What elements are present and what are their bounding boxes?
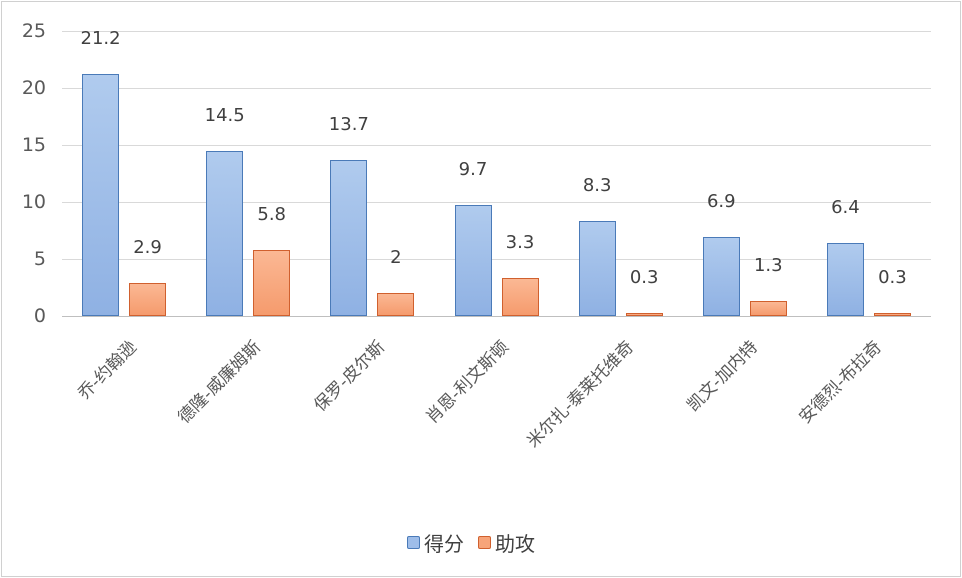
plot-area: 21.2 2.9 14.5 5.8 13.7 2 9.7 3.3 8.3 0.3 6.9 1.3 6.4… (62, 28, 931, 317)
data-label: 8.3 (582, 175, 612, 197)
data-label: 2 (390, 247, 402, 269)
data-label: 21.2 (80, 28, 121, 50)
y-tick-label: 15 (21, 134, 46, 156)
bar-assist (253, 249, 291, 316)
gridline (62, 259, 931, 260)
bar-score (82, 74, 120, 316)
data-label: 14.5 (204, 104, 245, 126)
data-label: 0.3 (629, 266, 659, 288)
y-tick-label: 10 (21, 191, 46, 213)
legend-item-assist: 助攻 (478, 528, 535, 557)
data-label: 2.9 (133, 236, 162, 258)
data-label: 13.7 (328, 113, 369, 135)
bar-score (330, 159, 368, 316)
bar-assist (377, 293, 415, 316)
legend-label: 助攻 (495, 532, 535, 556)
data-label: 9.7 (458, 159, 488, 181)
data-label: 5.8 (257, 203, 287, 225)
bar-assist (749, 301, 787, 316)
y-tick-label: 25 (21, 20, 46, 42)
bar-assist (625, 312, 663, 316)
bar-score (454, 205, 492, 316)
y-tick-label: 20 (21, 77, 46, 99)
gridline (62, 202, 931, 203)
bar-assist (873, 312, 911, 316)
y-tick-label: 5 (33, 248, 46, 270)
bar-assist (501, 278, 539, 316)
data-label: 1.3 (753, 255, 783, 277)
bar-assist (129, 282, 167, 316)
gridline (62, 145, 931, 146)
legend-label: 得分 (424, 532, 464, 556)
data-label: 3.3 (505, 232, 535, 254)
bar-score (702, 237, 740, 316)
gridline (62, 88, 931, 89)
legend-item-score: 得分 (407, 528, 464, 557)
gridline (62, 316, 931, 317)
legend-swatch-blue (407, 536, 420, 549)
bar-score (578, 221, 616, 316)
legend-swatch-orange (478, 536, 491, 549)
data-label: 6.9 (706, 191, 736, 213)
bar-score (826, 243, 864, 316)
legend: 得分 助攻 (407, 528, 549, 557)
bar-score (206, 150, 244, 316)
gridline (62, 31, 931, 32)
y-tick-label: 0 (33, 305, 46, 327)
data-label: 0.3 (878, 266, 907, 288)
data-label: 6.4 (831, 197, 860, 219)
